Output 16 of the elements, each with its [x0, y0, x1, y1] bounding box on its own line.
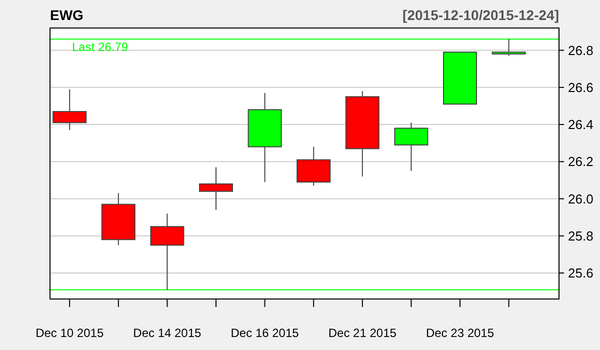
x-tick-label: Dec 23 2015: [426, 326, 494, 340]
x-tick-label: Dec 21 2015: [328, 326, 397, 340]
chart-subtitle: [2015-12-10/2015-12-24]: [402, 7, 559, 23]
x-tick-label: Dec 16 2015: [230, 326, 300, 340]
y-tick-label: 26.8: [568, 42, 594, 58]
chart-title: EWG: [50, 7, 84, 23]
x-tick-label: Dec 10 2015: [36, 326, 104, 340]
x-tick-label: Dec 14 2015: [133, 326, 202, 340]
y-tick-label: 26.4: [568, 117, 594, 132]
y-tick-label: 25.6: [568, 266, 594, 281]
y-tick-label: 26.6: [568, 80, 594, 95]
ref-line-label: Last 26.79: [72, 40, 128, 54]
y-tick-label: 25.8: [568, 228, 594, 244]
candlestick: [199, 166, 233, 210]
y-tick-label: 26.0: [568, 191, 594, 206]
y-tick-label: 26.2: [568, 154, 594, 170]
